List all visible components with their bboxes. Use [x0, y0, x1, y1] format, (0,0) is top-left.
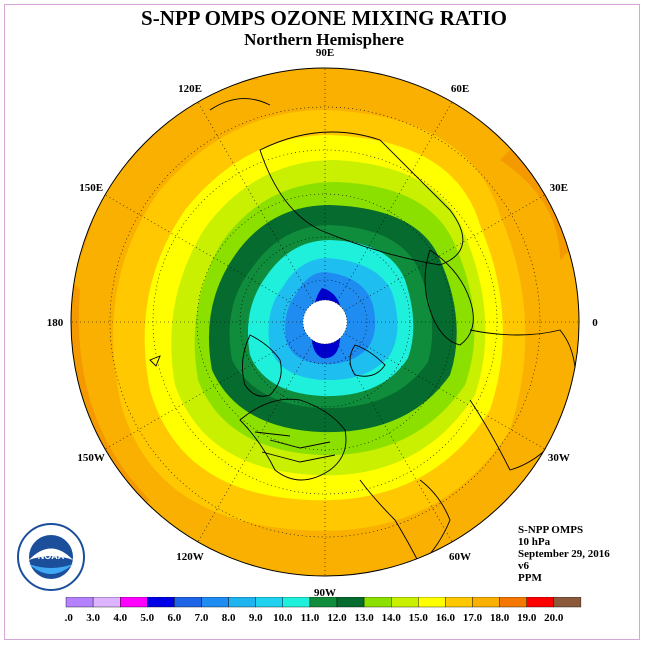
greenland-coast: [349, 344, 386, 377]
colorbar-label: 12.0: [327, 612, 347, 624]
colorbar-label: 18.0: [490, 612, 510, 624]
colorbar-swatch: [553, 597, 582, 608]
colorbar-swatch: [499, 597, 527, 608]
colorbar-label: 4.0: [113, 612, 127, 624]
colorbar-swatch: [309, 597, 338, 608]
canadian-archipelago-coast: [241, 334, 282, 397]
page-subtitle: Northern Hemisphere: [244, 30, 404, 49]
lon-label-150w: 150W: [77, 452, 105, 464]
colorbar-swatch: [445, 597, 473, 608]
info-units: PPM: [518, 572, 542, 584]
colorbar-label: 5.0: [140, 612, 154, 624]
colorbar-label: 10.0: [273, 612, 293, 624]
longitude-labels: 90E 60E 30E 0 30W 60W 90W 120W 150W 180 150E 120E: [47, 47, 599, 599]
colorbar-swatch: [120, 597, 148, 608]
colorbar-label: 16.0: [436, 612, 456, 624]
colorbar-swatch: [201, 597, 229, 608]
colorbar-swatch: [255, 597, 283, 608]
page-title: S-NPP OMPS OZONE MIXING RATIO: [141, 6, 507, 30]
lat-circle-40: [109, 106, 541, 538]
colorbar-label: 13.0: [354, 612, 374, 624]
colorbar-swatch: [147, 597, 175, 608]
colorbar-swatch: [363, 597, 392, 608]
lon-label-60e: 60E: [451, 83, 469, 95]
info-instrument: S-NPP OMPS: [518, 524, 584, 536]
colorbar-swatch: [391, 597, 419, 608]
colorbar-label: 19.0: [517, 612, 537, 624]
colorbar-swatch: [418, 597, 446, 608]
lon-label-90w: 90W: [314, 587, 336, 599]
info-date: September 29, 2016: [518, 548, 610, 560]
colorbar-label: 3.0: [86, 612, 100, 624]
colorbar-swatch: [65, 597, 94, 608]
figure-frame: [4, 4, 640, 640]
colorbar-swatch: [282, 597, 311, 608]
lon-label-0: 0: [592, 317, 598, 329]
map-boundary: [70, 67, 580, 577]
colorbar-label: 8.0: [222, 612, 236, 624]
colorbar-label: 2.0: [64, 612, 73, 624]
colorbar-label: 9.0: [249, 612, 263, 624]
colorbar-label: 14.0: [382, 612, 402, 624]
polar-data-void: [303, 300, 347, 344]
asia-coast: [259, 131, 464, 266]
info-pressure-level: 10 hPa: [518, 536, 551, 548]
lon-label-30e: 30E: [550, 182, 568, 194]
info-version: v6: [518, 560, 529, 572]
lat-circle-80: [282, 279, 368, 365]
north-america-coast: [239, 398, 347, 481]
colorbar-swatch: [472, 597, 500, 608]
east-asia-coast: [209, 98, 271, 111]
info-panel: S-NPP OMPS 10 hPa September 29, 2016 v6 …: [518, 524, 610, 584]
noaa-logo-icon: NOAA: [17, 523, 85, 591]
lon-label-60w: 60W: [449, 551, 471, 563]
lon-label-30w: 30W: [548, 452, 570, 464]
lon-label-180: 180: [47, 317, 64, 329]
colorbar-label: 20.0: [544, 612, 564, 624]
band-deep-orange-ne: [500, 150, 570, 260]
logo-text: NOAA: [38, 551, 65, 561]
polar-data-void-outline: [302, 299, 348, 345]
colorbar-label: 6.0: [168, 612, 182, 624]
europe-coast: [424, 249, 474, 346]
hawaii-coast: [149, 355, 161, 367]
lon-label-120e: 120E: [178, 83, 202, 95]
colorbar-swatch: [92, 597, 121, 608]
colorbar-label: 11.0: [301, 612, 320, 624]
lon-label-150e: 150E: [79, 182, 103, 194]
logo-sea: [29, 564, 73, 574]
colorbar-label: 17.0: [463, 612, 483, 624]
colorbar-label: 15.0: [409, 612, 429, 624]
colorbar-swatch: [174, 597, 202, 608]
logo-gull: [29, 548, 73, 560]
colorbar-swatch: [526, 597, 555, 608]
colorbar: 2.0 3.0 4.0 5.0 6.0 7.0 8.0 9.0 10.0 11.0 12.0 13.0…: [64, 597, 582, 624]
colorbar-swatch: [336, 597, 365, 608]
lon-label-120w: 120W: [176, 551, 204, 563]
lon-label-90e: 90E: [316, 47, 334, 59]
colorbar-label: 7.0: [195, 612, 209, 624]
colorbar-swatch: [228, 597, 256, 608]
